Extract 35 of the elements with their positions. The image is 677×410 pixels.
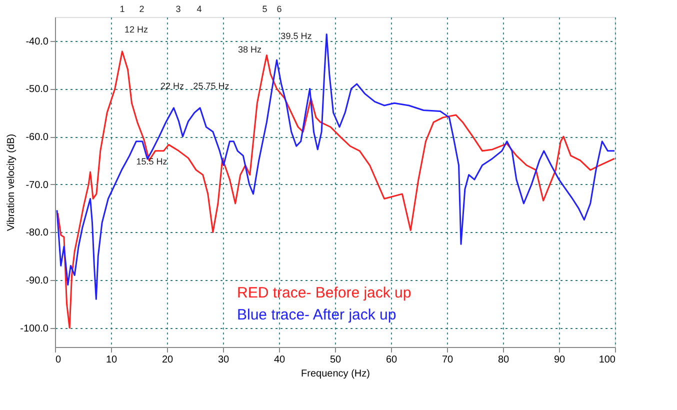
y-tick-label: -70.0 [26, 180, 49, 191]
annotation: 15.5 Hz [136, 156, 168, 166]
x-tick-label: 20 [162, 354, 174, 366]
x-tick-label: 70 [442, 354, 454, 366]
x-tick-label: 30 [218, 354, 230, 366]
text: 2 [139, 4, 144, 14]
x-tick-label: 80 [498, 354, 510, 366]
annotation: 22 Hz [160, 80, 184, 91]
text: 5 [262, 4, 268, 14]
annotation: 12 Hz [124, 24, 148, 34]
text: Blue trace- After jack up [237, 306, 396, 324]
y-axis-title: Vibration velocity (dB) [6, 134, 18, 232]
x-tick-label: 50 [330, 354, 342, 366]
x-tick-label: 10 [106, 354, 118, 366]
text: RED trace- Before jack up [237, 284, 412, 302]
y-tick-label: -60.0 [26, 132, 49, 144]
annotation: 39.5 Hz [280, 31, 312, 42]
line-series [56, 33, 616, 300]
annotation: 38 Hz [238, 44, 262, 54]
text: 1 [120, 4, 125, 14]
y-tick-label: -90.0 [26, 276, 49, 287]
text: 3 [176, 4, 181, 14]
x-axis-title: Frequency (Hz) [301, 368, 370, 380]
y-tick-label: -100.0 [20, 323, 49, 334]
x-tick-label: 100 [598, 354, 616, 366]
y-tick-label: -40.0 [26, 36, 49, 48]
x-tick-label: 90 [554, 354, 566, 366]
x-tick-label: 0 [56, 354, 62, 366]
text: 6 [276, 4, 282, 14]
y-tick-label: -80.0 [26, 228, 49, 239]
y-tick-label: -50.0 [26, 84, 49, 96]
x-tick-label: 40 [274, 354, 286, 366]
annotation: 25.75 Hz [193, 80, 230, 91]
text: 4 [196, 4, 202, 14]
x-tick-label: 60 [386, 354, 398, 366]
